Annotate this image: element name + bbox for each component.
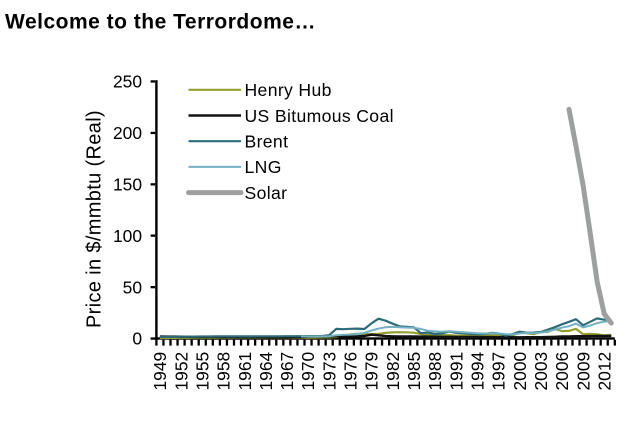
svg-text:1976: 1976 bbox=[341, 352, 361, 391]
svg-text:1955: 1955 bbox=[192, 352, 212, 391]
svg-text:Welcome to the Terrordome…: Welcome to the Terrordome… bbox=[5, 11, 316, 34]
svg-text:0: 0 bbox=[132, 329, 142, 349]
svg-text:1964: 1964 bbox=[256, 351, 276, 390]
svg-text:1952: 1952 bbox=[171, 352, 191, 391]
svg-text:Solar: Solar bbox=[245, 183, 288, 203]
svg-text:2000: 2000 bbox=[510, 352, 530, 391]
svg-text:1958: 1958 bbox=[214, 352, 234, 391]
svg-text:LNG: LNG bbox=[245, 157, 282, 177]
svg-text:2012: 2012 bbox=[594, 352, 614, 391]
svg-text:50: 50 bbox=[123, 277, 142, 297]
svg-text:1982: 1982 bbox=[383, 352, 403, 391]
svg-text:1979: 1979 bbox=[362, 352, 382, 391]
svg-text:2003: 2003 bbox=[531, 352, 551, 391]
svg-text:1961: 1961 bbox=[235, 352, 255, 391]
svg-text:100: 100 bbox=[113, 226, 142, 246]
svg-text:200: 200 bbox=[113, 123, 142, 143]
svg-text:Brent: Brent bbox=[245, 132, 289, 152]
svg-text:2009: 2009 bbox=[573, 352, 593, 391]
svg-text:150: 150 bbox=[113, 175, 142, 195]
svg-text:Price in $/mmbtu (Real): Price in $/mmbtu (Real) bbox=[84, 110, 106, 328]
svg-text:1967: 1967 bbox=[277, 352, 297, 391]
svg-text:1949: 1949 bbox=[150, 352, 170, 391]
svg-text:2006: 2006 bbox=[552, 352, 572, 391]
svg-text:1991: 1991 bbox=[446, 352, 466, 391]
svg-text:1994: 1994 bbox=[467, 351, 487, 390]
svg-text:1985: 1985 bbox=[404, 352, 424, 391]
svg-text:1973: 1973 bbox=[319, 352, 339, 391]
svg-text:1988: 1988 bbox=[425, 352, 445, 391]
svg-text:1997: 1997 bbox=[489, 352, 509, 391]
svg-text:250: 250 bbox=[113, 72, 142, 92]
svg-text:US Bitumous Coal: US Bitumous Coal bbox=[245, 106, 394, 126]
svg-text:Henry Hub: Henry Hub bbox=[245, 80, 332, 100]
svg-text:1970: 1970 bbox=[298, 352, 318, 391]
